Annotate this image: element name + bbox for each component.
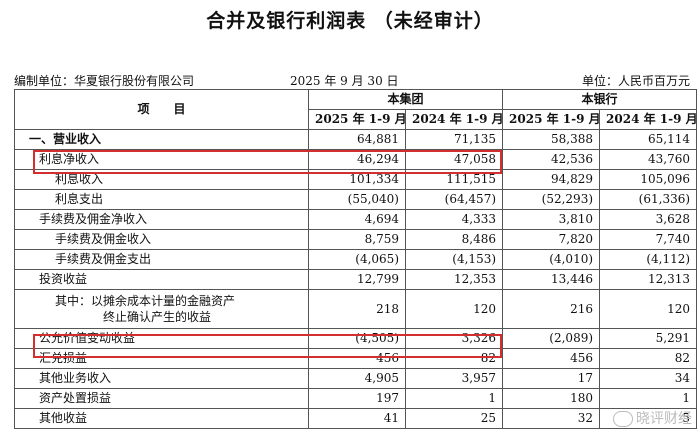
table-row: 汇兑损益 456 82 456 82	[14, 348, 698, 369]
table-row: 投资收益 12,799 12,353 13,446 12,313	[14, 269, 698, 290]
cell-value: 58,388	[502, 129, 601, 150]
row-label: 手续费及佣金净收入	[14, 209, 309, 230]
cell-value: 94,829	[502, 169, 601, 190]
table-row: 手续费及佣金净收入 4,694 4,333 3,810 3,628	[14, 209, 698, 230]
table-row: 利息收入 101,334 111,515 94,829 105,096	[14, 169, 698, 190]
cell-value: 4,905	[308, 368, 406, 389]
period-header: 2024 年 1-9 月	[404, 109, 504, 130]
cell-value: 32	[502, 408, 601, 429]
row-label-line: 其中：以摊余成本计量的金融资产	[55, 294, 236, 308]
row-label: 一、营业收入	[14, 129, 309, 150]
cell-value: (4,112)	[599, 249, 698, 270]
watermark: 晓评财经	[613, 408, 692, 428]
period-header: 2025 年 1-9 月	[308, 109, 406, 130]
cell-value: 4,694	[308, 209, 406, 230]
row-label: 手续费及佣金收入	[14, 229, 309, 250]
highlight-net-interest-income	[33, 150, 502, 174]
report-date: 2025 年 9 月 30 日	[290, 74, 399, 88]
row-label: 其他收益	[14, 408, 309, 429]
period-header: 2024 年 1-9 月	[599, 109, 698, 130]
cell-value: (4,010)	[502, 249, 601, 270]
table-row: 资产处置损益 197 1 180 1	[14, 388, 698, 409]
cell-value: 42,536	[502, 149, 601, 170]
row-label: 利息支出	[14, 189, 309, 210]
row-label-line: 终止确认产生的收益	[103, 310, 212, 324]
row-label: 其他业务收入	[14, 368, 309, 389]
cell-value: 7,820	[502, 229, 601, 250]
cell-value: 25	[404, 408, 504, 429]
row-label: 手续费及佣金支出	[14, 249, 309, 270]
table-row: 其他业务收入 4,905 3,957 17 34	[14, 368, 698, 389]
cell-value: 17	[502, 368, 601, 389]
group-header: 本集团	[307, 89, 504, 110]
row-label: 资产处置损益	[14, 388, 309, 409]
cell-value: 34	[599, 368, 698, 389]
item-header: 项 目	[14, 89, 309, 130]
cell-value: 64,881	[308, 129, 406, 150]
row-label: 其中：以摊余成本计量的金融资产 终止确认产生的收益	[14, 289, 309, 329]
cell-value: 3,628	[599, 209, 698, 230]
table-row: 利息支出 (55,040) (64,457) (52,293) (61,336)	[14, 189, 698, 210]
table-row: 手续费及佣金支出 (4,065) (4,153) (4,010) (4,112)	[14, 249, 698, 270]
cell-value: 7,740	[599, 229, 698, 250]
cell-value: (55,040)	[308, 189, 406, 210]
cell-value: 456	[308, 348, 406, 369]
cell-value: 8,486	[404, 229, 504, 250]
cell-value: (4,153)	[404, 249, 504, 270]
row-label: 投资收益	[14, 269, 309, 290]
highlight-fair-value-change	[33, 334, 502, 358]
cell-value: 65,114	[599, 129, 698, 150]
cell-value: 216	[502, 289, 601, 329]
cell-value: 5	[599, 408, 698, 429]
cell-value: 12,313	[599, 269, 698, 290]
cell-value: 3,810	[502, 209, 601, 230]
cell-value: 120	[404, 289, 504, 329]
cell-value: 4,333	[404, 209, 504, 230]
cell-value: 105,096	[599, 169, 698, 190]
period-header: 2025 年 1-9 月	[502, 109, 601, 130]
header-row-1: 项 目 本集团 本银行	[14, 89, 698, 130]
cell-value: (2,089)	[502, 328, 601, 349]
cell-value: (52,293)	[502, 189, 601, 210]
preparer: 编制单位：华夏银行股份有限公司	[14, 74, 195, 88]
row-label: 汇兑损益	[14, 348, 309, 369]
table-row: 其他收益 41 25 32 5	[14, 408, 698, 429]
currency-unit: 单位：人民币百万元	[581, 74, 690, 88]
cell-value: 41	[308, 408, 406, 429]
header-row-2: 2025 年 1-9 月 2024 年 1-9 月 2025 年 1-9 月 2…	[15, 109, 698, 130]
cell-value: 1	[599, 388, 698, 409]
cell-value: 8,759	[308, 229, 406, 250]
cell-value: 1	[404, 388, 504, 409]
cell-value: 456	[502, 348, 601, 369]
cell-value: 120	[599, 289, 698, 329]
watermark-text: 晓评财经	[636, 411, 692, 427]
cell-value: 12,799	[308, 269, 406, 290]
cell-value: (64,457)	[404, 189, 504, 210]
table-row: 一、营业收入 64,881 71,135 58,388 65,114	[14, 129, 698, 150]
cell-value: 71,135	[404, 129, 504, 150]
table-row: 利息净收入 46,294 47,058 42,536 43,760	[14, 149, 698, 170]
cell-value: (61,336)	[599, 189, 698, 210]
table-row: 其中：以摊余成本计量的金融资产 终止确认产生的收益 218 120 216 12…	[14, 289, 698, 329]
cell-value: 180	[502, 388, 601, 409]
cell-value: 3,957	[404, 368, 504, 389]
table-row: 公允价值变动收益 (4,505) 3,326 (2,089) 5,291	[14, 328, 698, 349]
income-statement-table: 项 目 本集团 本银行 2025 年 1-9 月 2024 年 1-9 月 20…	[14, 89, 698, 429]
cell-value: 13,446	[502, 269, 601, 290]
cell-value: 218	[308, 289, 406, 329]
cell-value: 82	[599, 348, 698, 369]
cell-value: 197	[308, 388, 406, 409]
weibo-icon	[613, 411, 633, 427]
bank-header: 本银行	[502, 89, 698, 110]
cell-value: (4,065)	[308, 249, 406, 270]
cell-value: 43,760	[599, 149, 698, 170]
cell-value: 12,353	[404, 269, 504, 290]
table-row: 手续费及佣金收入 8,759 8,486 7,820 7,740	[14, 229, 698, 250]
report-title: 合并及银行利润表 （未经审计）	[206, 10, 494, 32]
cell-value: 5,291	[599, 328, 698, 349]
